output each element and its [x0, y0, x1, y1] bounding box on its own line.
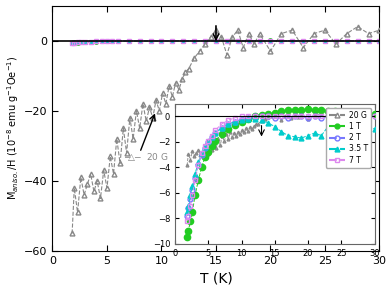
- Text: $-\!\!\!\triangle\!\!\!-$ 20 G: $-\!\!\!\triangle\!\!\!-$ 20 G: [123, 151, 169, 163]
- Y-axis label: M$_{aniso.}$/H (10$^{-8}$ emu g$^{-1}$Oe$^{-1}$): M$_{aniso.}$/H (10$^{-8}$ emu g$^{-1}$Oe…: [5, 56, 21, 200]
- X-axis label: T (K): T (K): [200, 272, 232, 285]
